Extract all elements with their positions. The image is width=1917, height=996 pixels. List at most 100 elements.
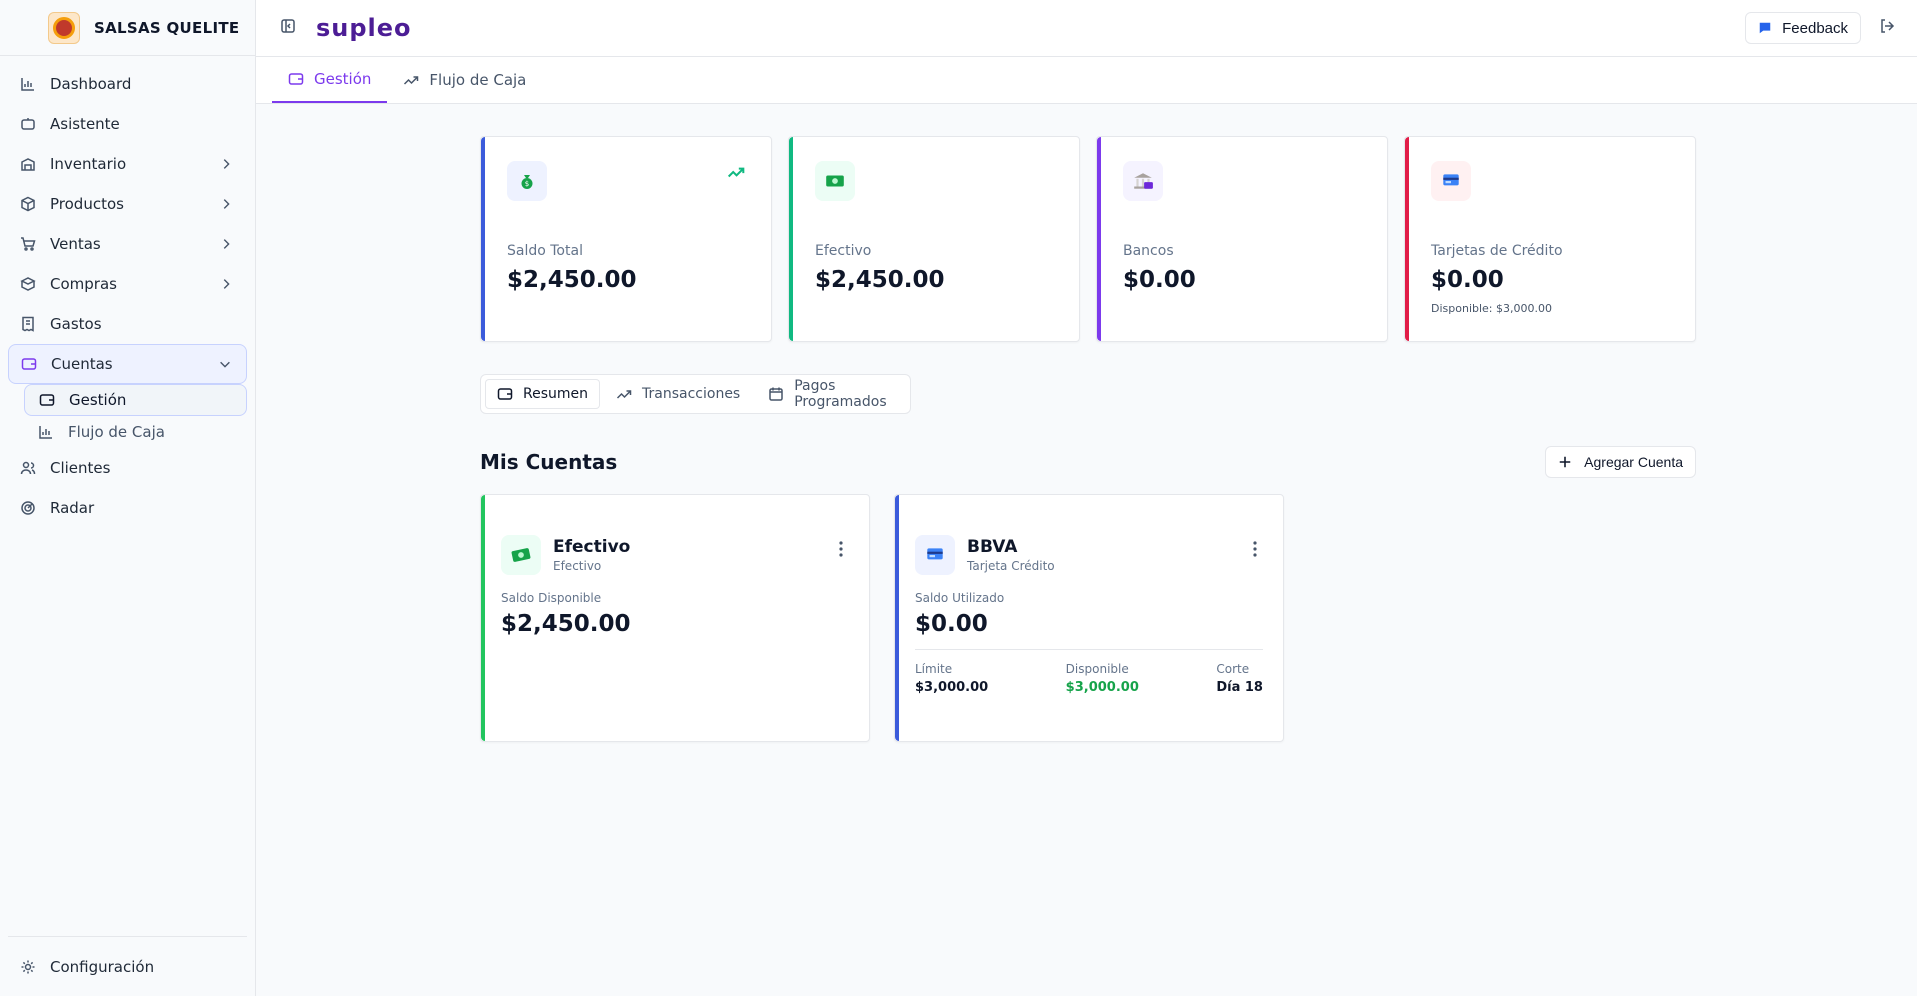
add-account-button[interactable]: Agregar Cuenta [1545,446,1696,478]
chevron-right-icon [219,237,233,251]
credit-card-icon [915,535,955,575]
chevron-right-icon [219,277,233,291]
message-icon [1758,21,1772,35]
stat-corte: Corte Día 18 [1216,662,1263,695]
bot-icon [20,116,36,132]
kpi-bancos: Bancos $0.00 [1096,136,1388,342]
tab-label: Resumen [523,386,589,402]
account-name: BBVA [967,537,1018,557]
sidebar-item-label: Gastos [50,315,102,333]
account-card-bbva[interactable]: BBVA Tarjeta Crédito Saldo Utilizado $0.… [894,494,1284,742]
sidebar-item-clientes[interactable]: Clientes [8,448,247,488]
users-icon [20,460,36,476]
sidebar-item-label: Inventario [50,155,127,173]
sidebar-item-productos[interactable]: Productos [8,184,247,224]
money-bag-icon: $ [507,161,547,201]
account-type: Efectivo [553,559,602,573]
tab-label: Gestión [314,69,372,88]
tab-label: Transacciones [642,386,741,402]
chevron-down-icon [218,357,232,371]
banknote-icon [815,161,855,201]
sidebar-item-cuentas[interactable]: Cuentas [8,344,247,384]
wallet-icon [21,356,37,372]
package-icon [20,276,36,292]
tab-pagos-programados[interactable]: Pagos Programados [756,378,906,410]
kpi-label: Saldo Total [507,243,583,259]
sidebar-subitem-flujo-de-caja[interactable]: Flujo de Caja [24,416,247,448]
sidebar-item-gastos[interactable]: Gastos [8,304,247,344]
main-content: $ Saldo Total $2,450.00 Efectivo $2,450.… [480,136,1696,742]
account-card-efectivo[interactable]: Efectivo Efectivo Saldo Disponible $2,45… [480,494,870,742]
chart-icon [38,424,54,440]
kpi-label: Tarjetas de Crédito [1431,243,1563,259]
section-tabs: Resumen Transacciones Pagos Programados [480,374,911,414]
plus-icon [1558,455,1572,469]
sidebar-item-radar[interactable]: Radar [8,488,247,528]
gear-icon [20,959,36,975]
sidebar-item-asistente[interactable]: Asistente [8,104,247,144]
kpi-saldo-total: $ Saldo Total $2,450.00 [480,136,772,342]
kpi-tarjetas-de-credito: Tarjetas de Crédito $0.00 Disponible: $3… [1404,136,1696,342]
feedback-button[interactable]: Feedback [1745,12,1861,44]
sidebar-subitem-gestion[interactable]: Gestión [24,384,247,416]
kpi-cards: $ Saldo Total $2,450.00 Efectivo $2,450.… [480,136,1696,342]
tab-resumen[interactable]: Resumen [485,379,601,409]
tab-flujo-de-caja[interactable]: Flujo de Caja [387,56,542,103]
calendar-icon [768,386,784,402]
wallet-icon [497,386,513,402]
topbar: supleo Feedback [256,0,1917,57]
more-vertical-icon[interactable] [1247,539,1263,559]
sidebar-item-compras[interactable]: Compras [8,264,247,304]
kpi-label: Bancos [1123,243,1174,259]
more-vertical-icon[interactable] [833,539,849,559]
account-balance-label: Saldo Disponible [501,591,602,605]
account-stats: Límite $3,000.00 Disponible $3,000.00 Co… [915,662,1263,695]
kpi-sub: Disponible: $3,000.00 [1431,302,1552,315]
sidebar-submenu-cuentas: Gestión Flujo de Caja [24,384,247,448]
svg-text:$: $ [525,180,529,188]
sidebar: SALSAS QUELITE Dashboard Asistente Inven… [0,0,256,996]
banknote-icon [501,535,541,575]
wallet-icon [39,392,55,408]
stat-limite: Límite $3,000.00 [915,662,988,695]
sidebar-item-configuracion[interactable]: Configuración [8,947,247,987]
sidebar-item-label: Cuentas [51,355,113,373]
chart-icon [20,76,36,92]
trending-up-icon [727,163,747,183]
sidebar-item-label: Asistente [50,115,120,133]
sidebar-nav: Dashboard Asistente Inventario Productos [0,56,255,528]
sidebar-item-label: Productos [50,195,124,213]
stat-label: Corte [1216,662,1250,676]
sidebar-item-ventas[interactable]: Ventas [8,224,247,264]
warehouse-icon [20,156,36,172]
tab-gestion[interactable]: Gestión [272,56,388,103]
account-name: Efectivo [553,537,631,557]
trending-up-icon [616,386,632,402]
brand: SALSAS QUELITE [0,0,255,56]
section-title: Mis Cuentas [480,450,618,474]
sidebar-item-inventario[interactable]: Inventario [8,144,247,184]
receipt-icon [20,316,36,332]
chevron-right-icon [219,197,233,211]
trending-up-icon [403,72,419,88]
tab-label: Pagos Programados [794,378,887,410]
sidebar-toggle-icon[interactable] [280,18,300,38]
brand-name: SALSAS QUELITE [94,18,240,37]
stat-label: Límite [915,662,953,676]
tab-transacciones[interactable]: Transacciones [604,379,752,409]
kpi-efectivo: Efectivo $2,450.00 [788,136,1080,342]
sidebar-footer: Configuración [8,936,247,996]
stat-label: Disponible [1065,662,1129,676]
sidebar-subitem-label: Gestión [69,391,127,409]
chevron-right-icon [219,157,233,171]
wallet-icon [288,71,304,87]
kpi-value: $0.00 [1123,267,1196,293]
stat-value: $3,000.00 [915,680,989,695]
brand-logo [48,11,80,44]
sidebar-item-label: Dashboard [50,75,132,93]
accounts-list: Efectivo Efectivo Saldo Disponible $2,45… [480,494,1696,742]
account-type: Tarjeta Crédito [967,559,1055,573]
account-balance: $2,450.00 [501,611,631,637]
sidebar-item-dashboard[interactable]: Dashboard [8,64,247,104]
logout-icon[interactable] [1879,18,1897,36]
